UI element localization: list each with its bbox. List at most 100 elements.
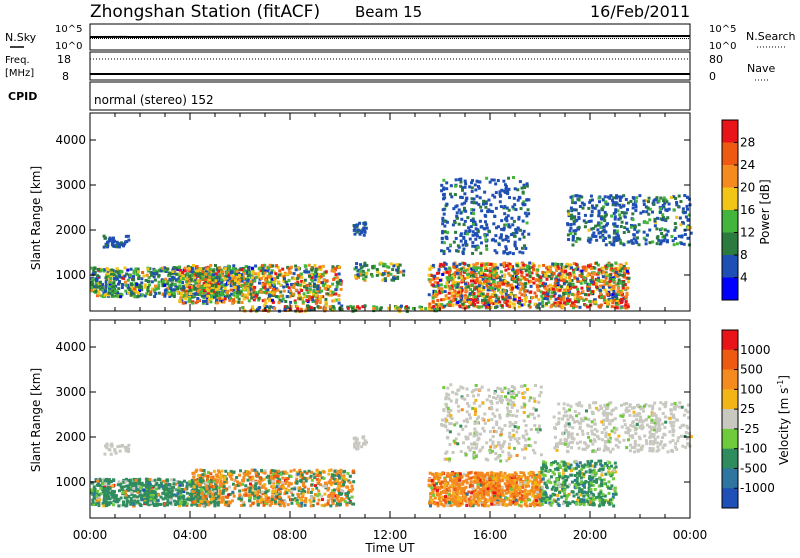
colorbar-swatch xyxy=(722,233,738,256)
echo-cell xyxy=(334,267,337,270)
echo-cell xyxy=(234,487,237,490)
echo-cell xyxy=(625,222,628,225)
echo-cell xyxy=(458,276,461,279)
echo-cell xyxy=(103,498,106,501)
echo-cell xyxy=(222,301,225,304)
echo-cell xyxy=(306,284,309,287)
echo-cell xyxy=(507,236,510,239)
echo-cell xyxy=(460,276,463,279)
echo-cell xyxy=(481,299,484,302)
echo-cell xyxy=(204,482,207,485)
echo-cell xyxy=(191,479,194,482)
echo-cell xyxy=(529,275,532,278)
nsky-trace xyxy=(90,36,690,37)
echo-cell xyxy=(491,293,494,296)
echo-cell xyxy=(185,280,188,283)
echo-cell xyxy=(333,489,336,492)
echo-cell xyxy=(443,219,446,222)
echo-cell xyxy=(660,232,663,235)
echo-cell xyxy=(438,268,441,271)
echo-cell xyxy=(560,270,563,273)
echo-cell xyxy=(533,282,536,285)
echo-cell xyxy=(528,300,531,303)
echo-cell xyxy=(674,197,677,200)
echo-cell xyxy=(271,264,274,267)
echo-cell xyxy=(159,478,162,481)
echo-cell xyxy=(566,302,569,305)
echo-cell xyxy=(130,499,133,502)
echo-cell xyxy=(225,272,228,275)
echo-cell xyxy=(263,304,266,307)
echo-cell xyxy=(260,277,263,280)
echo-cell xyxy=(442,179,445,182)
echo-cell xyxy=(673,229,676,232)
echo-cell xyxy=(461,189,464,192)
echo-cell xyxy=(213,296,216,299)
echo-cell xyxy=(499,190,502,193)
echo-cell xyxy=(472,212,475,215)
echo-cell xyxy=(139,486,142,489)
echo-cell xyxy=(210,289,213,292)
echo-cell xyxy=(574,300,577,303)
echo-cell xyxy=(227,265,230,268)
echo-cell xyxy=(502,283,505,286)
echo-cell xyxy=(104,236,107,239)
echo-cell xyxy=(183,480,186,483)
echo-cell xyxy=(143,286,146,289)
echo-cell xyxy=(438,305,441,308)
echo-cell xyxy=(273,307,276,310)
echo-cell xyxy=(406,310,409,313)
echo-cell xyxy=(300,276,303,279)
echo-cell xyxy=(604,237,607,240)
colorbar-tick-label: 16 xyxy=(740,203,755,217)
echo-cell xyxy=(620,301,623,304)
echo-cell xyxy=(550,295,553,298)
echo-cell xyxy=(448,267,451,270)
echo-cell xyxy=(90,286,93,289)
echo-cell xyxy=(96,274,99,277)
echo-cell xyxy=(476,280,479,283)
echo-cell xyxy=(598,268,601,271)
echo-cell xyxy=(245,294,248,297)
echo-cell xyxy=(271,495,274,498)
echo-cell xyxy=(521,251,524,254)
echo-cell xyxy=(674,237,677,240)
echo-cell xyxy=(138,284,141,287)
echo-cell xyxy=(216,288,219,291)
echo-cell xyxy=(232,298,235,301)
echo-cell xyxy=(560,285,563,288)
echo-cell xyxy=(461,279,464,282)
echo-cell xyxy=(610,288,613,291)
echo-cell xyxy=(202,300,205,303)
echo-cell xyxy=(217,276,220,279)
echo-cell xyxy=(621,221,624,224)
echo-cell xyxy=(520,274,523,277)
echo-cell xyxy=(504,245,507,248)
echo-cell xyxy=(568,283,571,286)
echo-cell xyxy=(654,224,657,227)
echo-cell xyxy=(580,270,583,273)
echo-cell xyxy=(124,281,127,284)
echo-cell xyxy=(466,216,469,219)
echo-cell xyxy=(486,284,489,287)
echo-cell xyxy=(480,272,483,275)
echo-cell xyxy=(541,305,544,308)
echo-cell xyxy=(454,193,457,196)
echo-cell xyxy=(536,285,539,288)
echo-cell xyxy=(656,217,659,220)
echo-cell xyxy=(203,295,206,298)
echo-cell xyxy=(390,262,393,265)
echo-cell xyxy=(291,494,294,497)
echo-cell xyxy=(146,274,149,277)
echo-cell xyxy=(192,264,195,267)
echo-cell xyxy=(103,246,106,249)
echo-cell xyxy=(309,288,312,291)
echo-cell xyxy=(295,289,298,292)
echo-cell xyxy=(500,219,503,222)
echo-cell xyxy=(242,476,245,479)
echo-cell xyxy=(130,268,133,271)
echo-cell xyxy=(598,289,601,292)
echo-cell xyxy=(266,288,269,291)
echo-cell xyxy=(254,487,257,490)
echo-cell xyxy=(436,299,439,302)
